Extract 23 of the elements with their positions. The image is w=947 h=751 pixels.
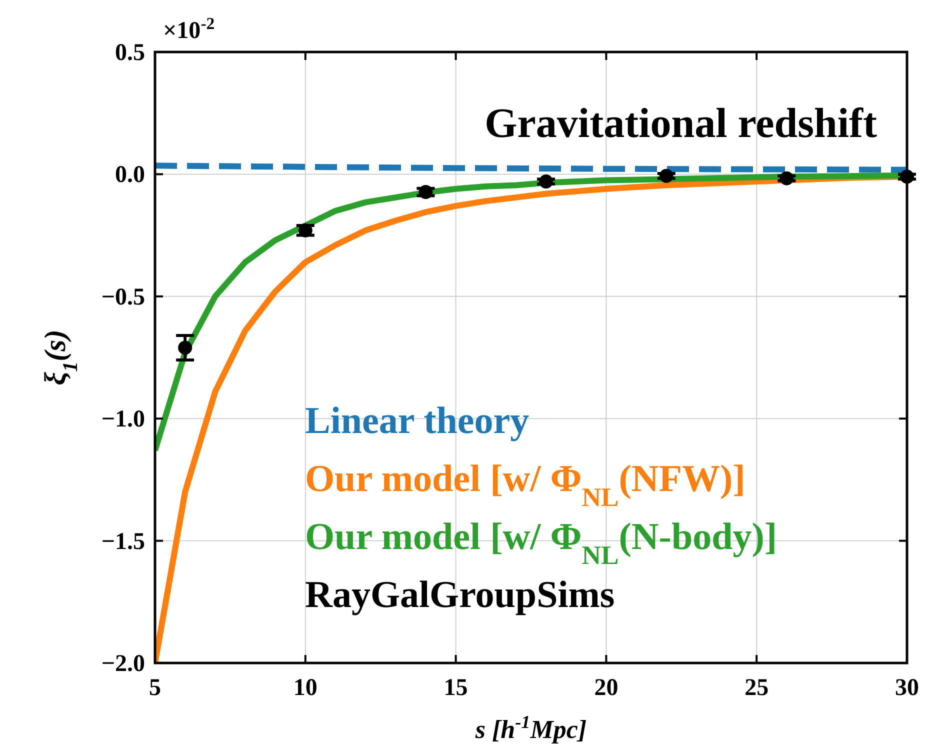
x-tick-label: 30 — [895, 675, 919, 701]
text: Our model [w/ Φ$_{NL}$(N-body)] — [305, 516, 778, 570]
text: Linear theory — [305, 400, 530, 442]
y-tick-label: 0.5 — [115, 40, 145, 66]
point — [539, 174, 554, 189]
y-tick-label: 0.0 — [115, 162, 145, 188]
x-tick-label: 10 — [293, 675, 318, 701]
x-tick-label: 15 — [444, 675, 468, 701]
y-tick-label: −1.5 — [101, 528, 145, 555]
x-axis-title: s [h$^{-1}$Mpc] — [474, 712, 587, 744]
x-tick-label: 25 — [744, 675, 769, 701]
text: Gravitational redshift — [484, 101, 877, 147]
text: ×10$^{-2}$ — [163, 14, 215, 44]
text: Our model [w/ Φ$_{NL}$(NFW)] — [305, 458, 746, 512]
y-tick-label: −2.0 — [101, 651, 145, 677]
y-tick-label: −0.5 — [101, 284, 145, 310]
point — [659, 168, 674, 183]
text: RayGalGroupSims — [305, 574, 615, 616]
point — [178, 340, 192, 355]
y-tick-label: −1.0 — [101, 406, 145, 433]
x-tick-label: 20 — [594, 675, 618, 701]
point — [780, 171, 794, 186]
x-tick-label: 5 — [149, 675, 161, 701]
